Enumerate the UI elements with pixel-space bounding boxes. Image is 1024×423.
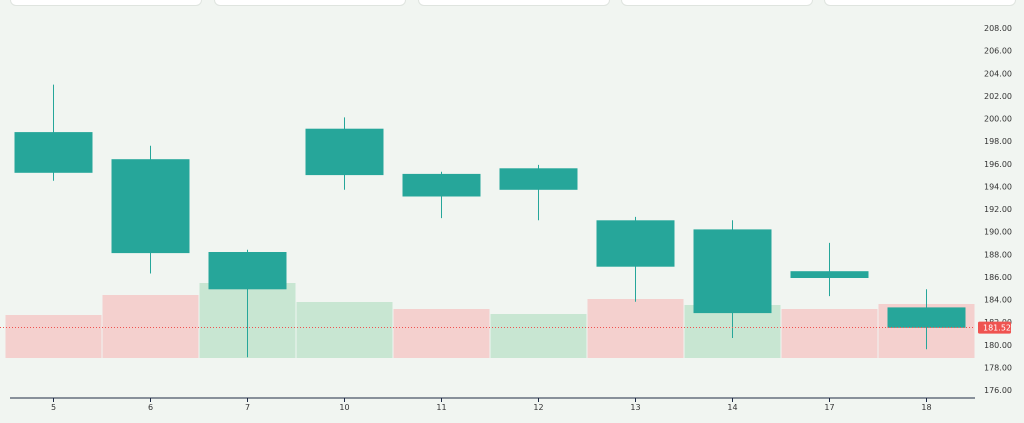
y-tick-label: 186.00 xyxy=(984,273,1012,282)
candle-body-13 xyxy=(596,220,675,267)
candle-body-18 xyxy=(887,307,966,328)
y-tick-label: 202.00 xyxy=(984,92,1012,101)
y-tick-label: 206.00 xyxy=(984,47,1012,56)
y-tick-label: 184.00 xyxy=(984,296,1012,305)
y-tick-label: 190.00 xyxy=(984,228,1012,237)
y-tick-label: 198.00 xyxy=(984,137,1012,146)
x-tick-label: 18 xyxy=(921,403,931,412)
x-tick-label: 12 xyxy=(533,403,543,412)
candle-body-11 xyxy=(402,173,481,197)
y-tick-label: 196.00 xyxy=(984,160,1012,169)
volume-bar-13 xyxy=(587,299,684,358)
volume-bar-5 xyxy=(5,315,102,358)
y-tick-label: 180.00 xyxy=(984,341,1012,350)
y-tick-label: 192.00 xyxy=(984,205,1012,214)
y-tick-label: 176.00 xyxy=(984,386,1012,395)
x-tick-label: 14 xyxy=(727,403,737,412)
candle-body-14 xyxy=(693,229,772,314)
x-tick-label: 6 xyxy=(148,403,153,412)
x-tick-label: 17 xyxy=(824,403,834,412)
y-tick-label: 178.00 xyxy=(984,363,1012,372)
volume-bar-11 xyxy=(393,309,490,358)
y-tick-label: 200.00 xyxy=(984,115,1012,124)
volume-bar-10 xyxy=(296,302,393,358)
candle-body-6 xyxy=(111,159,190,254)
x-tick-label: 5 xyxy=(51,403,56,412)
x-tick-label: 7 xyxy=(245,403,250,412)
x-tick-label: 13 xyxy=(630,403,640,412)
top-card-strip xyxy=(0,0,1024,6)
candle-body-5 xyxy=(14,132,93,173)
x-tick-label: 11 xyxy=(436,403,446,412)
volume-bar-17 xyxy=(781,309,878,358)
y-tick-label: 208.00 xyxy=(984,24,1012,33)
x-tick-label: 10 xyxy=(339,403,349,412)
y-tick-label: 188.00 xyxy=(984,250,1012,259)
candle-layer xyxy=(14,84,966,358)
candle-body-7 xyxy=(208,252,287,290)
y-axis: 208.00 206.00 204.00 202.00 200.00 198.00 196.… xyxy=(984,24,1012,395)
y-tick-label: 204.00 xyxy=(984,69,1012,78)
x-axis: 5 6 7 10 11 12 13 14 17 18 xyxy=(10,397,975,412)
y-tick-label: 194.00 xyxy=(984,182,1012,191)
last-price-tag-bg xyxy=(978,321,1011,334)
candle-body-17 xyxy=(790,271,869,278)
candle-body-10 xyxy=(305,128,384,176)
volume-bar-6 xyxy=(102,295,199,358)
volume-bar-12 xyxy=(490,314,587,358)
last-price-tag: 181.52 xyxy=(978,321,1011,334)
candle-body-12 xyxy=(499,168,578,190)
last-price-label: 181.52 xyxy=(983,324,1011,333)
